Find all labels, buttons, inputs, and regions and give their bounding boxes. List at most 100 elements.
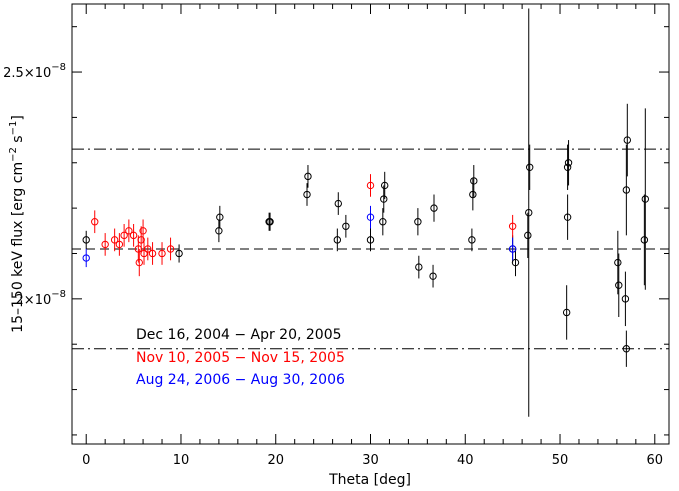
point-marker <box>563 213 572 221</box>
x-tick-label: 40 <box>457 453 474 468</box>
data-point-series-1 <box>379 208 387 236</box>
data-point-series-1 <box>621 271 630 327</box>
x-tick-label: 0 <box>82 453 90 468</box>
point-marker <box>511 258 520 267</box>
data-point-series-2 <box>144 237 152 261</box>
data-point-series-1 <box>266 212 274 231</box>
point-marker <box>526 163 534 171</box>
point-marker <box>562 308 571 317</box>
data-point-series-1 <box>216 205 224 229</box>
data-point-series-2 <box>101 233 109 256</box>
data-point-series-1 <box>524 212 532 259</box>
point-marker <box>380 195 388 203</box>
data-point-series-1 <box>564 140 573 186</box>
point-marker <box>139 227 147 235</box>
x-axis-label: Theta [deg] <box>328 472 411 488</box>
data-point-series-2 <box>110 228 119 252</box>
point-marker <box>115 240 124 249</box>
data-point-series-2 <box>137 226 145 254</box>
point-marker <box>415 263 423 271</box>
point-marker <box>524 231 532 240</box>
data-point-series-2 <box>166 237 175 261</box>
point-marker <box>120 231 128 240</box>
data-point-series-1 <box>304 165 312 188</box>
data-point-series-1 <box>82 230 90 249</box>
point-marker <box>91 218 99 226</box>
point-marker <box>137 236 145 244</box>
point-marker <box>381 181 389 190</box>
y-axis-label-mid: s <box>10 135 26 147</box>
y-tick-mantissa: 2×10 <box>16 293 52 308</box>
data-point-series-1 <box>640 194 649 286</box>
point-marker <box>304 172 312 181</box>
point-marker <box>216 213 224 221</box>
y-axis-label-sup2: −1 <box>8 121 19 136</box>
data-point-series-2 <box>140 242 148 265</box>
point-marker <box>303 190 311 199</box>
y-axis-label-main: 15–150 keV flux [erg cm <box>10 162 26 333</box>
point-marker <box>508 222 517 230</box>
data-point-series-2 <box>158 242 166 265</box>
point-marker <box>429 272 437 280</box>
point-marker <box>266 218 274 226</box>
data-point-series-2 <box>135 248 143 277</box>
point-marker <box>615 281 623 289</box>
data-point-series-1 <box>470 165 478 197</box>
data-point-series-2 <box>91 210 99 234</box>
point-marker <box>366 236 375 244</box>
data-point-series-1 <box>430 194 438 222</box>
data-point-series-1 <box>641 108 650 290</box>
data-point-series-1 <box>175 244 183 263</box>
point-marker <box>614 258 622 267</box>
data-point-series-1 <box>562 285 571 340</box>
data-point-series-1 <box>303 183 311 206</box>
point-marker <box>82 236 90 244</box>
point-marker <box>468 236 476 244</box>
data-point-series-1 <box>333 228 342 252</box>
point-marker <box>622 186 631 194</box>
point-marker <box>623 136 632 144</box>
y-axis-label-sup1: −2 <box>8 147 19 162</box>
point-marker <box>366 181 375 190</box>
data-point-series-2 <box>508 214 517 238</box>
data-point-series-2 <box>125 219 133 243</box>
legend-entry-1: Dec 16, 2004 − Apr 20, 2005 <box>136 327 342 343</box>
x-tick-label: 20 <box>267 453 284 468</box>
data-point-series-2 <box>139 219 147 243</box>
point-marker <box>110 236 119 244</box>
point-marker <box>125 227 133 235</box>
data-points <box>82 8 650 417</box>
point-marker <box>334 199 342 208</box>
y-tick-mantissa: 2.5×10 <box>3 66 51 81</box>
data-point-series-1 <box>615 253 623 317</box>
legend-entry-2: Nov 10, 2005 − Nov 15, 2005 <box>136 350 345 366</box>
point-marker <box>175 249 183 258</box>
x-tick-label: 60 <box>647 453 664 468</box>
data-point-series-1 <box>563 144 572 190</box>
point-marker <box>621 295 630 303</box>
data-point-series-1 <box>215 219 223 243</box>
point-marker <box>144 245 152 253</box>
data-point-series-1 <box>563 194 572 240</box>
point-marker <box>82 254 90 262</box>
data-point-series-1 <box>614 230 622 295</box>
data-point-series-2 <box>148 242 157 265</box>
point-marker <box>525 208 533 217</box>
point-marker <box>379 218 387 226</box>
point-marker <box>158 249 166 258</box>
data-point-series-1 <box>429 264 437 288</box>
point-marker <box>215 227 223 235</box>
legend: Dec 16, 2004 − Apr 20, 2005 Nov 10, 2005… <box>136 327 345 388</box>
y-axis-label-end: ] <box>10 115 26 120</box>
point-marker <box>563 163 572 171</box>
data-point-series-2 <box>129 224 138 247</box>
legend-entry-3: Aug 24, 2006 − Aug 30, 2006 <box>136 372 345 388</box>
data-point-series-1 <box>525 8 533 417</box>
data-point-series-1 <box>342 214 350 238</box>
y-axis-label: 15–150 keV flux [erg cm−2 s−1] <box>8 115 26 333</box>
data-point-series-3 <box>508 237 517 261</box>
point-marker <box>508 245 517 253</box>
point-marker <box>333 236 342 244</box>
data-point-series-1 <box>511 248 520 277</box>
data-point-series-1 <box>381 171 389 200</box>
